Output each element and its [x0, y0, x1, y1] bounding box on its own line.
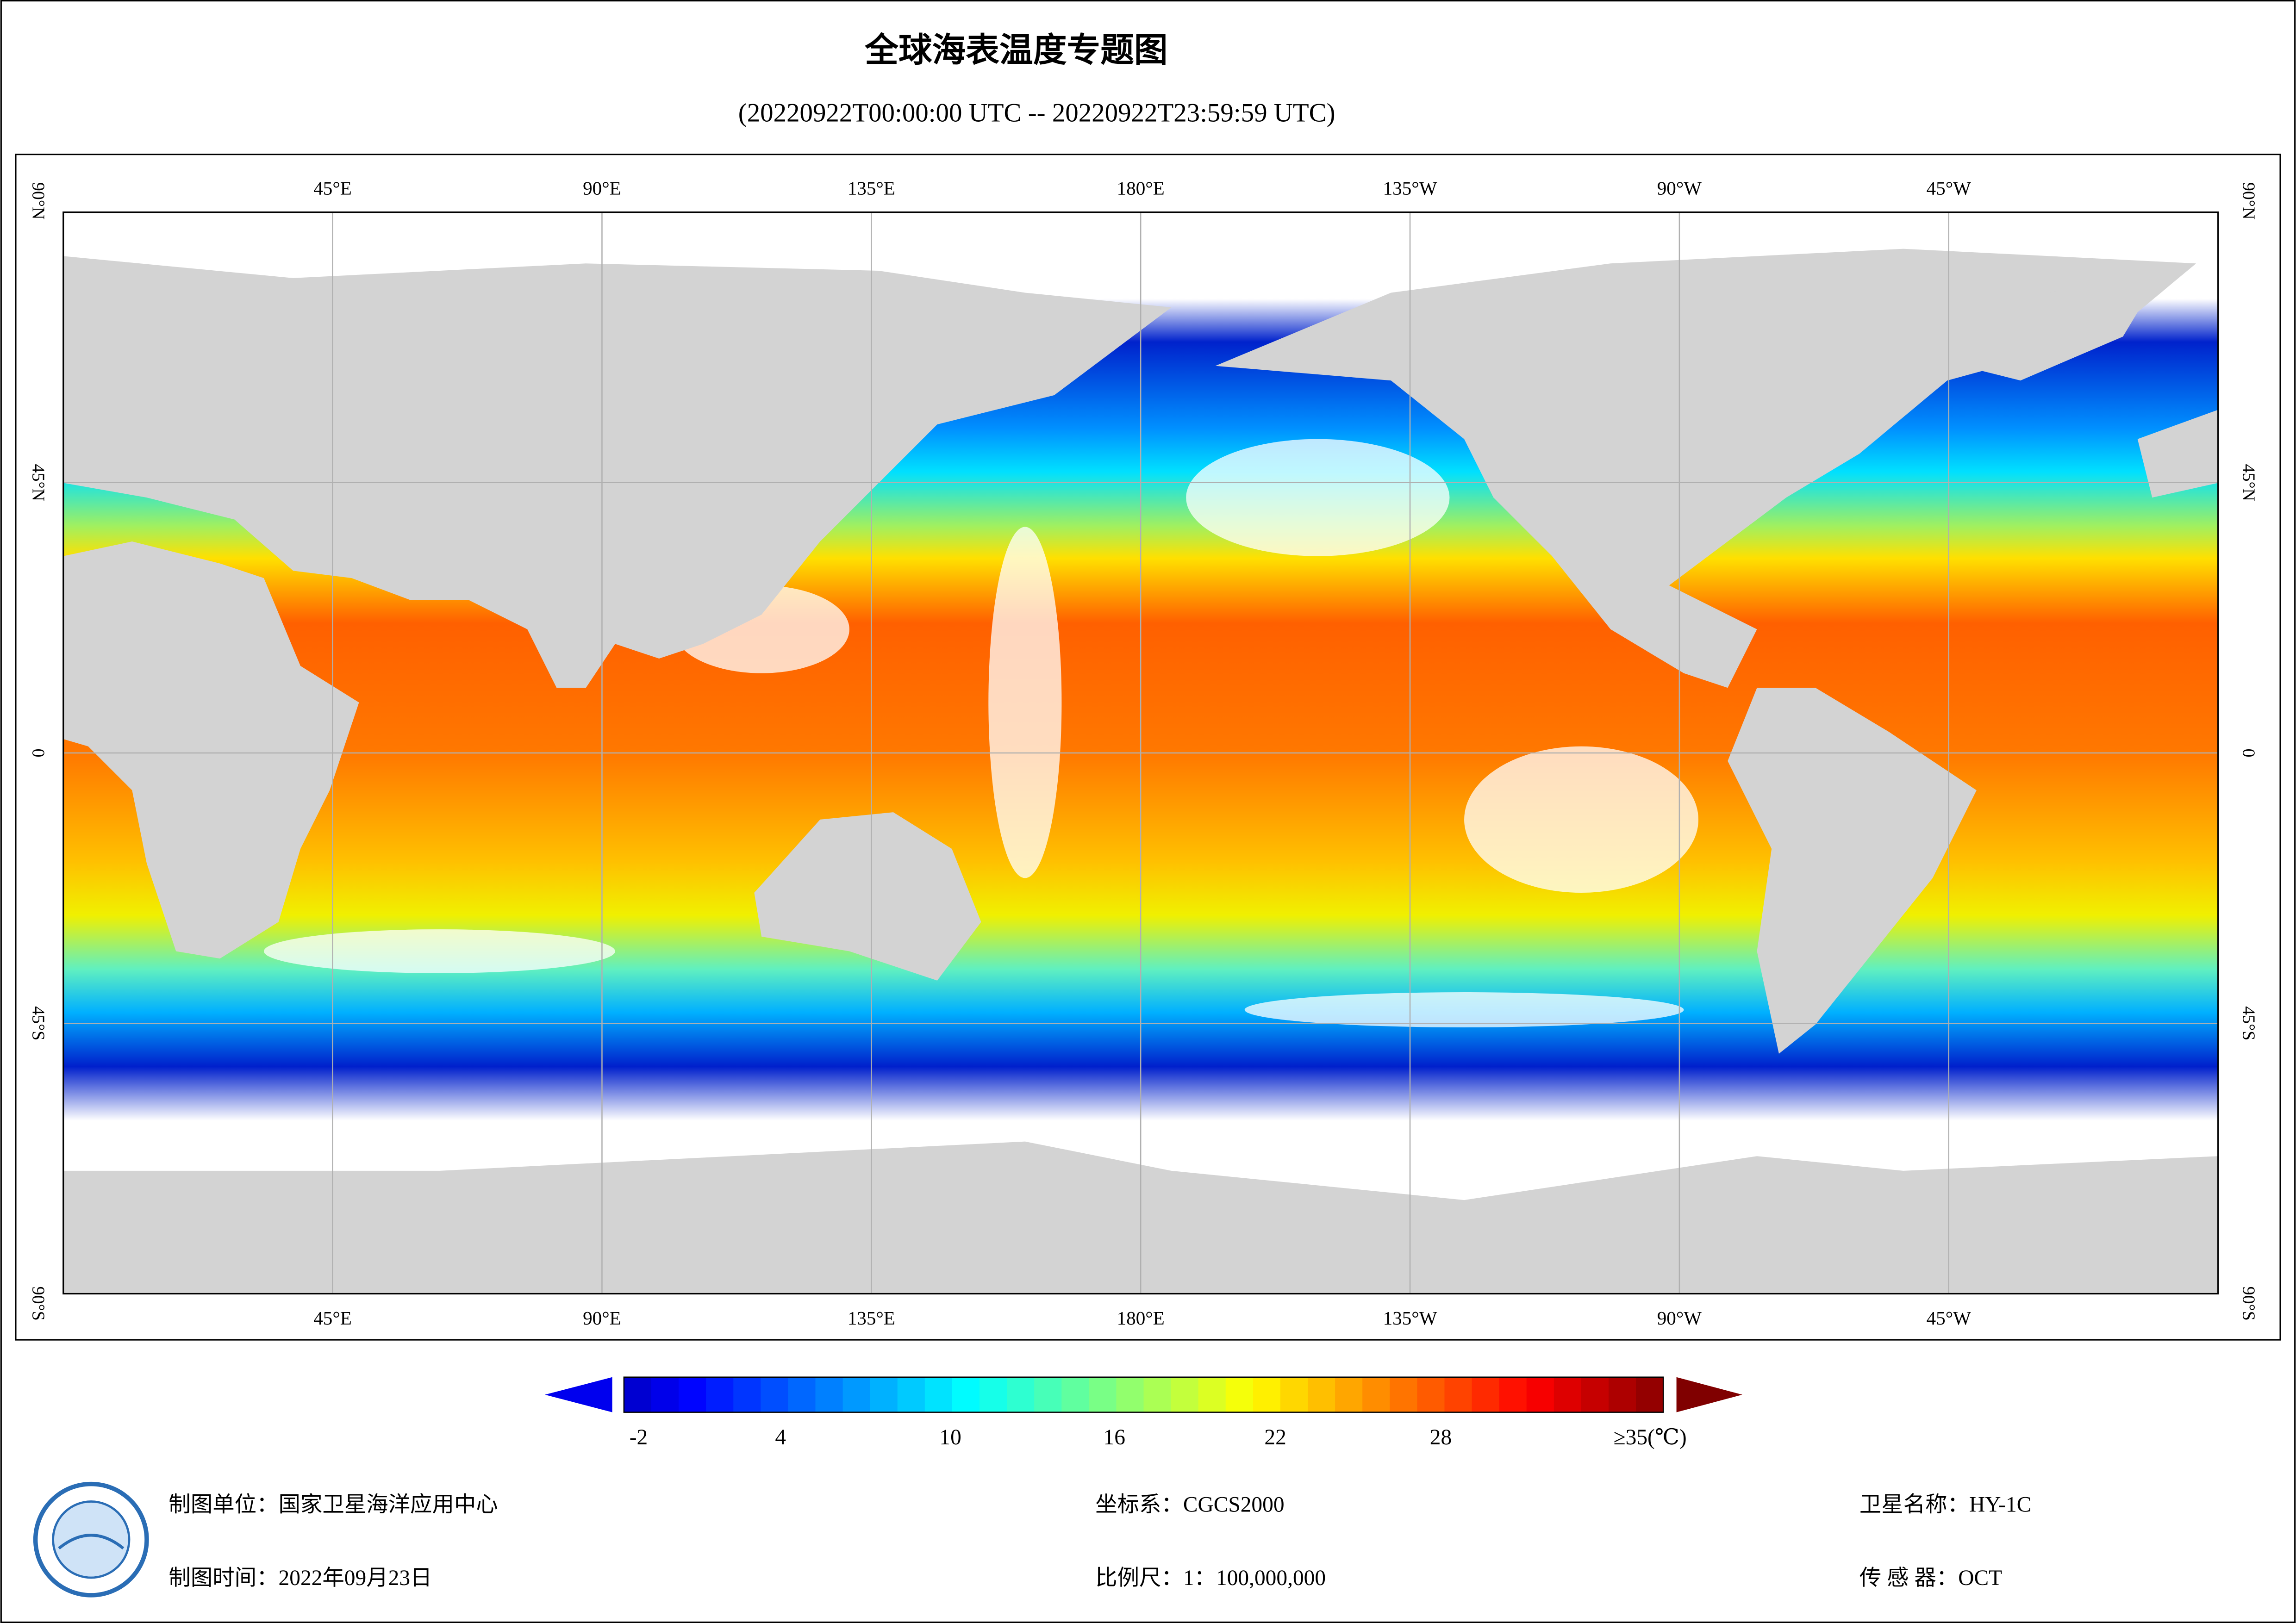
lon-label-top: 180°E: [1117, 178, 1165, 199]
colorbar-swatch: [1143, 1377, 1172, 1412]
lat-label-right: 45°N: [2239, 464, 2258, 502]
colorbar-swatch: [1636, 1377, 1664, 1412]
colorbar-swatch: [980, 1377, 1008, 1412]
colorbar-swatch: [1581, 1377, 1609, 1412]
colorbar-swatch: [1608, 1377, 1636, 1412]
graticule: [63, 212, 2218, 1294]
lon-label-top: 90°E: [583, 178, 621, 199]
colorbar-label: 10: [939, 1425, 961, 1449]
footer-satellite: 卫星名称：HY-1C: [1859, 1493, 2031, 1517]
logo: [33, 1481, 149, 1598]
colorbar-label: 16: [1104, 1425, 1125, 1449]
colorbar-swatch: [1225, 1377, 1254, 1412]
colorbar-swatch: [1034, 1377, 1062, 1412]
colorbar-swatch: [1554, 1377, 1582, 1412]
colorbar-swatch: [1335, 1377, 1363, 1412]
colorbar-swatch: [842, 1377, 871, 1412]
colorbar-label: 22: [1264, 1425, 1286, 1449]
subtitle: (20220922T00:00:00 UTC -- 20220922T23:59…: [738, 98, 1335, 127]
colorbar-swatch: [1253, 1377, 1281, 1412]
footer-agency: 制图单位：国家卫星海洋应用中心: [168, 1493, 498, 1517]
colorbar-swatch: [651, 1377, 680, 1412]
lon-label-top: 90°W: [1657, 178, 1702, 199]
lat-label-left: 0: [28, 749, 48, 758]
colorbar-label: 28: [1430, 1425, 1452, 1449]
colorbar-swatch: [952, 1377, 980, 1412]
map: [62, 211, 2219, 1295]
lat-label-right: 90°S: [2239, 1287, 2258, 1321]
footer-sensor: 传 感 器：OCT: [1859, 1566, 2002, 1590]
lat-label-left: 45°S: [28, 1006, 48, 1040]
lat-label-left: 90°N: [28, 182, 48, 220]
colorbar-swatch: [1089, 1377, 1117, 1412]
lon-label-bottom: 180°E: [1117, 1307, 1165, 1329]
lon-label-bottom: 45°E: [313, 1307, 352, 1329]
colorbar-swatch: [1007, 1377, 1035, 1412]
colorbar-swatch: [1499, 1377, 1527, 1412]
colorbar-swatch: [1526, 1377, 1554, 1412]
colorbar-swatch: [761, 1377, 789, 1412]
map-border: [62, 211, 2219, 1295]
colorbar-swatch: [924, 1377, 953, 1412]
lat-label-right: 0: [2239, 749, 2258, 758]
lat-label-right: 45°S: [2239, 1006, 2258, 1040]
lat-label-left: 45°N: [28, 464, 48, 502]
lat-label-left: 90°S: [28, 1287, 48, 1321]
colorbar-swatch: [1362, 1377, 1391, 1412]
colorbar-swatch: [1116, 1377, 1144, 1412]
axis-labels: 45°E 45°E 90°E 90°E 135°E 135°E 180°E 180°E 135°…: [28, 178, 2258, 1329]
lon-label-top: 135°E: [848, 178, 895, 199]
lat-label-right: 90°N: [2239, 182, 2258, 220]
title: 全球海表温度专题图: [864, 31, 1167, 70]
colorbar-swatch: [679, 1377, 707, 1412]
lon-label-bottom: 45°W: [1927, 1307, 1972, 1329]
colorbar-swatch: [1444, 1377, 1472, 1412]
colorbar-swatch: [1061, 1377, 1090, 1412]
footer: 制图单位：国家卫星海洋应用中心 制图时间：2022年09月23日 坐标系：CGC…: [168, 1493, 2031, 1590]
colorbar-label: ≥35(℃): [1614, 1425, 1687, 1449]
colorbar-swatch: [897, 1377, 925, 1412]
colorbar-swatch: [1417, 1377, 1445, 1412]
colorbar-swatch: [1198, 1377, 1226, 1412]
lon-label-top: 45°E: [313, 178, 352, 199]
colorbar-swatch: [815, 1377, 843, 1412]
colorbar-label: 4: [775, 1425, 786, 1449]
colorbar-swatch: [1472, 1377, 1500, 1412]
lon-label-top: 135°W: [1383, 178, 1437, 199]
lon-label-bottom: 90°W: [1657, 1307, 1702, 1329]
colorbar: -2 4 10 16 22 28 ≥35(℃): [545, 1376, 1742, 1449]
footer-date: 制图时间：2022年09月23日: [168, 1566, 432, 1590]
colorbar-max-arrow: [1676, 1377, 1742, 1412]
map-frame: [15, 154, 2281, 1341]
colorbar-label: -2: [630, 1425, 648, 1449]
footer-scale: 比例尺：1：100,000,000: [1095, 1566, 1326, 1590]
colorbar-swatch: [1280, 1377, 1308, 1412]
lon-label-bottom: 90°E: [583, 1307, 621, 1329]
lon-label-top: 45°W: [1927, 178, 1972, 199]
lon-label-bottom: 135°W: [1383, 1307, 1437, 1329]
colorbar-swatch: [706, 1377, 734, 1412]
colorbar-border: [623, 1376, 1664, 1413]
colorbar-swatch: [733, 1377, 761, 1412]
colorbar-swatch: [788, 1377, 816, 1412]
colorbar-swatch: [624, 1377, 652, 1412]
colorbar-swatch: [870, 1377, 898, 1412]
lon-label-bottom: 135°E: [848, 1307, 895, 1329]
colorbar-swatch: [1171, 1377, 1199, 1412]
colorbar-min-arrow: [545, 1377, 612, 1412]
footer-crs: 坐标系：CGCS2000: [1095, 1493, 1284, 1517]
colorbar-swatch: [1390, 1377, 1418, 1412]
colorbar-swatch: [1308, 1377, 1336, 1412]
